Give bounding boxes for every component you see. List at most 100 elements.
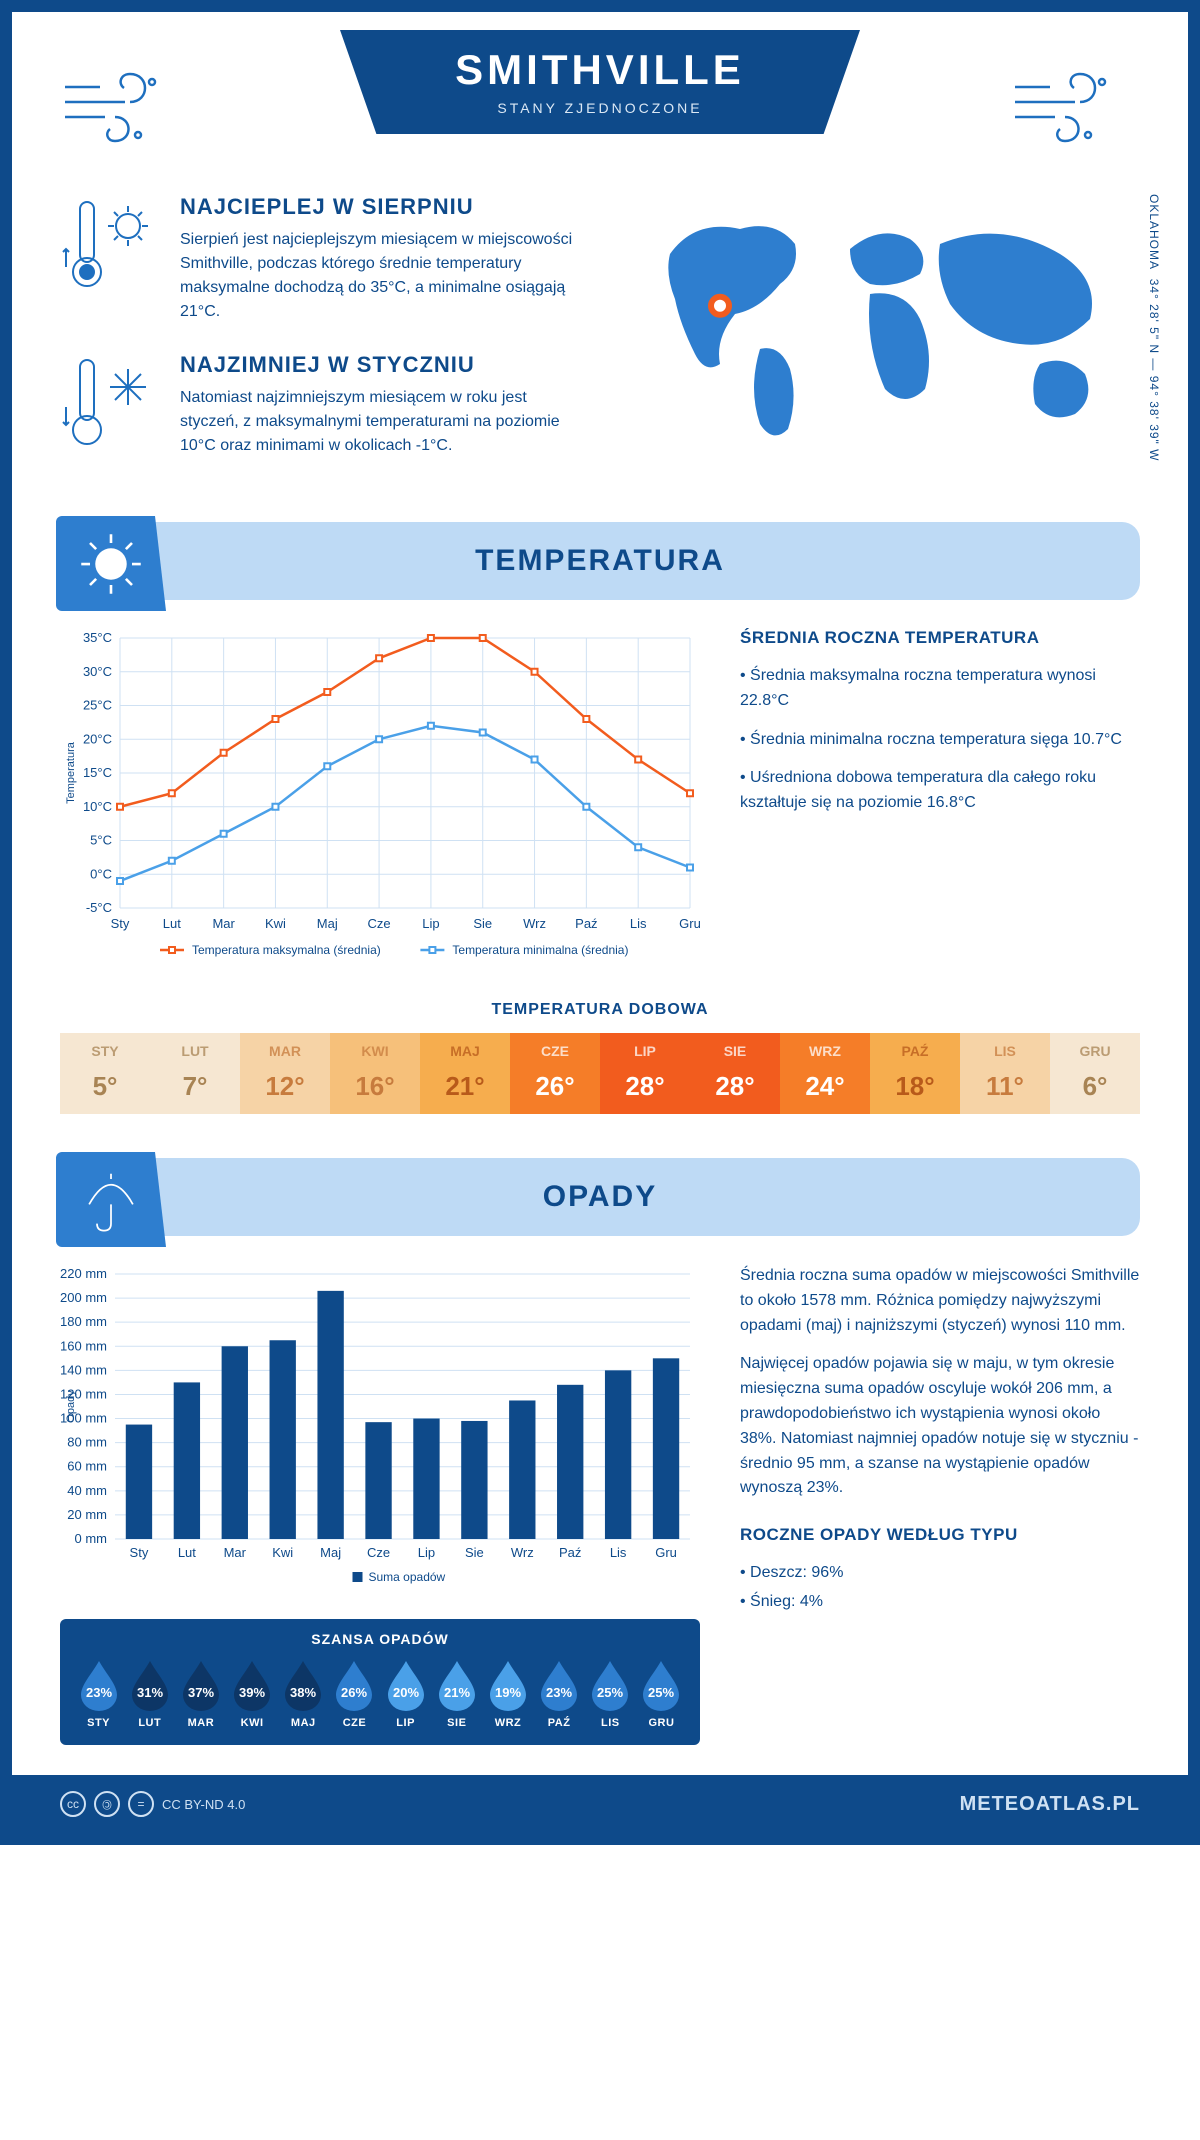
svg-text:Sty: Sty	[130, 1545, 149, 1560]
svg-text:Paź: Paź	[559, 1545, 581, 1560]
section-precipitation: OPADY	[60, 1158, 1140, 1236]
svg-text:Sty: Sty	[111, 916, 130, 931]
svg-text:39%: 39%	[239, 1685, 265, 1700]
page: SMITHVILLE STANY ZJEDNOCZONE	[0, 0, 1200, 1845]
svg-text:Suma opadów: Suma opadów	[369, 1570, 446, 1584]
svg-text:Kwi: Kwi	[272, 1545, 293, 1560]
svg-text:0°C: 0°C	[90, 866, 112, 881]
chance-drop: 37% MAR	[178, 1659, 223, 1729]
svg-text:21%: 21%	[444, 1685, 470, 1700]
header: SMITHVILLE STANY ZJEDNOCZONE	[60, 32, 1140, 194]
svg-text:200 mm: 200 mm	[60, 1290, 107, 1305]
aside-bullet: • Średnia maksymalna roczna temperatura …	[740, 664, 1140, 714]
intro-row: NAJCIEPLEJ W SIERPNIU Sierpień jest najc…	[60, 194, 1140, 486]
by-icon: 🄯	[94, 1791, 120, 1817]
svg-text:80 mm: 80 mm	[67, 1435, 107, 1450]
svg-text:23%: 23%	[546, 1685, 572, 1700]
svg-text:Mar: Mar	[224, 1545, 247, 1560]
chance-drop: 20% LIP	[383, 1659, 428, 1729]
title-banner: SMITHVILLE STANY ZJEDNOCZONE	[340, 30, 860, 134]
svg-text:10°C: 10°C	[83, 799, 112, 814]
chance-drop: 23% PAŹ	[537, 1659, 582, 1729]
svg-text:Temperatura minimalna (średnia: Temperatura minimalna (średnia)	[452, 943, 628, 957]
svg-text:140 mm: 140 mm	[60, 1362, 107, 1377]
svg-text:Lip: Lip	[422, 916, 439, 931]
wind-icon	[1010, 57, 1140, 147]
daily-temp-table: STY5°LUT7°MAR12°KWI16°MAJ21°CZE26°LIP28°…	[60, 1033, 1140, 1114]
svg-text:15°C: 15°C	[83, 765, 112, 780]
rain-type-bullet: • Śnieg: 4%	[740, 1590, 1140, 1615]
intro-facts: NAJCIEPLEJ W SIERPNIU Sierpień jest najc…	[60, 194, 600, 486]
chance-drop: 25% GRU	[639, 1659, 684, 1729]
rain-p2: Najwięcej opadów pojawia się w maju, w t…	[740, 1352, 1140, 1501]
cc-icon: cc	[60, 1791, 86, 1817]
aside-title: ŚREDNIA ROCZNA TEMPERATURA	[740, 628, 1140, 648]
svg-text:Cze: Cze	[367, 1545, 390, 1560]
chance-drop: 25% LIS	[588, 1659, 633, 1729]
fact-hot-text: Sierpień jest najcieplejszym miesiącem w…	[180, 228, 580, 324]
svg-text:Wrz: Wrz	[511, 1545, 534, 1560]
aside-bullet: • Średnia minimalna roczna temperatura s…	[740, 728, 1140, 753]
precipitation-aside: Średnia roczna suma opadów w miejscowośc…	[740, 1264, 1140, 1745]
svg-text:37%: 37%	[188, 1685, 214, 1700]
license-text: CC BY-ND 4.0	[162, 1797, 245, 1812]
daily-cell: LUT7°	[150, 1033, 240, 1114]
site-name: METEOATLAS.PL	[960, 1793, 1140, 1816]
daily-cell: PAŹ18°	[870, 1033, 960, 1114]
svg-text:20 mm: 20 mm	[67, 1507, 107, 1522]
svg-text:Maj: Maj	[317, 916, 338, 931]
section-title: OPADY	[60, 1180, 1140, 1214]
svg-text:Mar: Mar	[212, 916, 235, 931]
thermometer-snowflake-icon	[60, 352, 160, 452]
wind-icon	[60, 57, 190, 147]
svg-text:25°C: 25°C	[83, 698, 112, 713]
footer: cc 🄯 = CC BY-ND 4.0 METEOATLAS.PL	[12, 1775, 1188, 1833]
rain-chance-strip: SZANSA OPADÓW 23% STY 31% LUT 37% MAR 39…	[60, 1619, 700, 1745]
chance-drop: 39% KWI	[230, 1659, 275, 1729]
chance-drop: 21% SIE	[434, 1659, 479, 1729]
temperature-aside: ŚREDNIA ROCZNA TEMPERATURA • Średnia mak…	[740, 628, 1140, 973]
svg-text:25%: 25%	[648, 1685, 674, 1700]
daily-cell: MAJ21°	[420, 1033, 510, 1114]
chance-drop: 26% CZE	[332, 1659, 377, 1729]
daily-cell: CZE26°	[510, 1033, 600, 1114]
sun-icon	[56, 516, 166, 611]
svg-text:25%: 25%	[597, 1685, 623, 1700]
svg-text:Sie: Sie	[465, 1545, 484, 1560]
daily-cell: SIE28°	[690, 1033, 780, 1114]
svg-text:19%: 19%	[495, 1685, 521, 1700]
svg-text:20°C: 20°C	[83, 731, 112, 746]
svg-text:Lip: Lip	[418, 1545, 435, 1560]
country-subtitle: STANY ZJEDNOCZONE	[420, 100, 780, 116]
section-temperature: TEMPERATURA	[60, 522, 1140, 600]
svg-text:Sie: Sie	[473, 916, 492, 931]
svg-text:Maj: Maj	[320, 1545, 341, 1560]
svg-text:5°C: 5°C	[90, 833, 112, 848]
svg-text:Lis: Lis	[630, 916, 647, 931]
daily-cell: STY5°	[60, 1033, 150, 1114]
nd-icon: =	[128, 1791, 154, 1817]
daily-cell: MAR12°	[240, 1033, 330, 1114]
content: SMITHVILLE STANY ZJEDNOCZONE	[12, 12, 1188, 1745]
chance-drop: 31% LUT	[127, 1659, 172, 1729]
daily-cell: LIS11°	[960, 1033, 1050, 1114]
svg-text:Gru: Gru	[679, 916, 700, 931]
daily-cell: LIP28°	[600, 1033, 690, 1114]
umbrella-icon	[56, 1152, 166, 1247]
rain-type-title: ROCZNE OPADY WEDŁUG TYPU	[740, 1525, 1140, 1545]
svg-text:Temperatura maksymalna (średni: Temperatura maksymalna (średnia)	[192, 943, 381, 957]
svg-text:35°C: 35°C	[83, 630, 112, 645]
precipitation-chart: 0 mm20 mm40 mm60 mm80 mm100 mm120 mm140 …	[60, 1264, 700, 1599]
city-title: SMITHVILLE	[420, 46, 780, 94]
world-map: OKLAHOMA 34° 28' 5" N — 94° 38' 39" W	[640, 194, 1140, 486]
chance-drop: 38% MAJ	[281, 1659, 326, 1729]
fact-cold-text: Natomiast najzimniejszym miesiącem w rok…	[180, 386, 580, 458]
thermometer-sun-icon	[60, 194, 160, 294]
svg-text:30°C: 30°C	[83, 664, 112, 679]
chance-drop: 23% STY	[76, 1659, 121, 1729]
svg-text:60 mm: 60 mm	[67, 1459, 107, 1474]
svg-text:31%: 31%	[137, 1685, 163, 1700]
rain-p1: Średnia roczna suma opadów w miejscowośc…	[740, 1264, 1140, 1338]
precipitation-block: 0 mm20 mm40 mm60 mm80 mm100 mm120 mm140 …	[60, 1264, 1140, 1745]
rain-type-bullet: • Deszcz: 96%	[740, 1561, 1140, 1586]
